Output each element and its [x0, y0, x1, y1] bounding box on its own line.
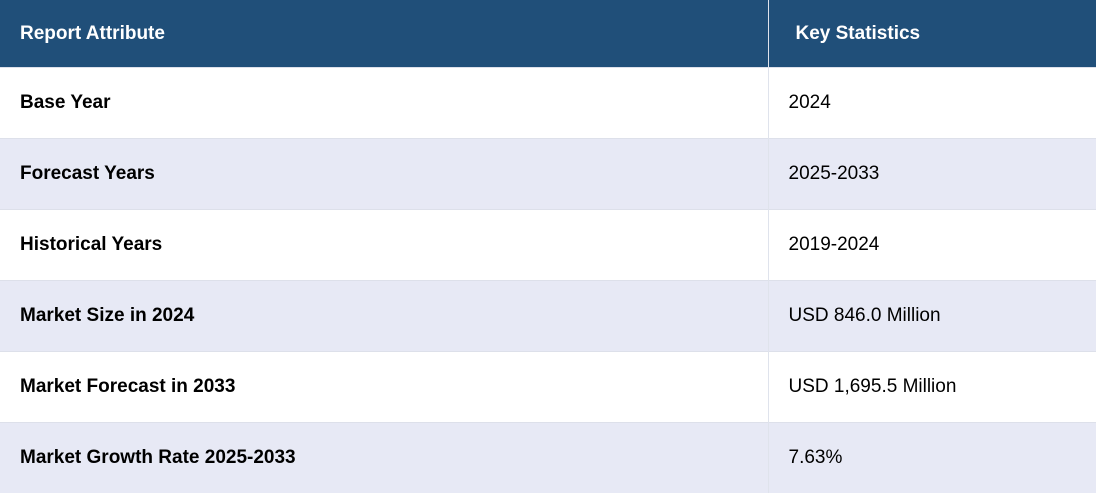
value-cell: 2025-2033 — [768, 139, 1096, 210]
value-cell: 2024 — [768, 68, 1096, 139]
attribute-cell: Base Year — [0, 68, 768, 139]
value-cell: 2019-2024 — [768, 210, 1096, 281]
value-cell: USD 846.0 Million — [768, 281, 1096, 352]
attribute-cell: Forecast Years — [0, 139, 768, 210]
value-cell: USD 1,695.5 Million — [768, 352, 1096, 423]
value-cell: 7.63% — [768, 423, 1096, 493]
attribute-cell: Market Size in 2024 — [0, 281, 768, 352]
header-row: Report Attribute Key Statistics — [0, 0, 1096, 68]
attribute-cell: Market Forecast in 2033 — [0, 352, 768, 423]
header-cell: Report Attribute — [0, 0, 768, 68]
attribute-cell: Historical Years — [0, 210, 768, 281]
header-cell: Key Statistics — [768, 0, 1096, 68]
attribute-cell: Market Growth Rate 2025-2033 — [0, 423, 768, 493]
